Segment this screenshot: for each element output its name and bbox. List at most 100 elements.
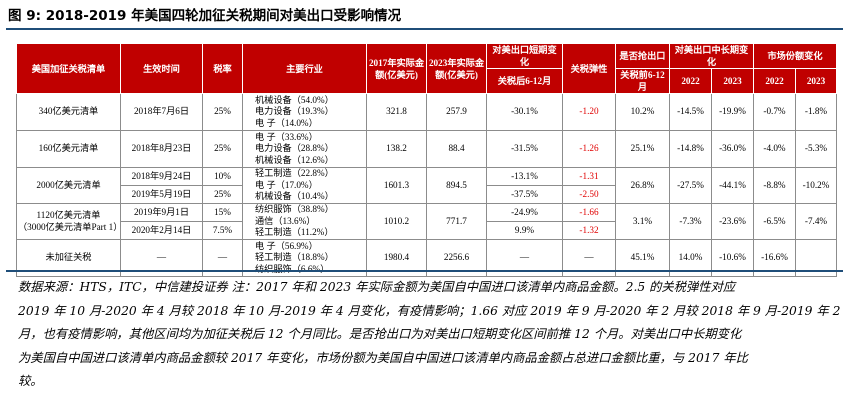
header-list: 美国加征关税清单: [16, 43, 121, 94]
industry-cell: 轻工制造（22.8%） 电 子（17.0%） 机械设备（10.4%）: [242, 167, 367, 204]
share-change-2023: -7.4%: [795, 203, 837, 240]
tariff-rate: 25%: [202, 93, 243, 131]
actual-2023: 771.7: [426, 203, 487, 240]
tariff-elasticity: -1.32: [562, 221, 616, 240]
header-short-term: 对美出口短期变化: [486, 43, 563, 69]
industry-item: 电 子（17.0%）: [255, 179, 318, 190]
list-name: 160亿美元清单: [16, 130, 121, 168]
header-mid-2022: 2022: [669, 68, 712, 94]
effective-date: 2020年2月14日: [120, 221, 203, 240]
tariff-elasticity: -1.66: [562, 203, 616, 222]
tariff-rate: 25%: [202, 185, 243, 204]
industry-cell: 电 子（33.6%） 电力设备（28.8%） 机械设备（12.6%）: [242, 130, 367, 168]
industry-item: 电 子（14.0%）: [255, 117, 318, 128]
mid-change-2023: -36.0%: [711, 130, 754, 168]
industry-item: 轻工制造（22.8%）: [255, 168, 334, 179]
front-loading: 25.1%: [615, 130, 670, 168]
list-name: 2000亿美元清单: [16, 167, 121, 204]
effective-date: 2019年9月1日: [120, 203, 203, 222]
short-term-change: -31.5%: [486, 130, 563, 168]
front-loading: 26.8%: [615, 167, 670, 204]
effective-date: 2018年9月24日: [120, 167, 203, 186]
notes-line: 2019 年 10 月-2020 年 4 月较 2018 年 10 月-2019…: [18, 303, 841, 318]
notes-line: 数据来源：HTS，ITC，中信建投证券 注：2017 年和 2023 年实际金额…: [18, 280, 736, 294]
short-term-change: -24.9%: [486, 203, 563, 222]
industry-item: 轻工制造（11.2%）: [255, 227, 334, 238]
share-change-2022: -6.5%: [753, 203, 796, 240]
actual-2017: 138.2: [366, 130, 427, 168]
table-row: 1120亿美元清单 （3000亿美元清单Part 1） 2019年9月1日 15…: [16, 203, 837, 240]
header-mid-2023: 2023: [711, 68, 754, 94]
tariff-elasticity: -1.20: [562, 93, 616, 131]
mid-change-2023: -19.9%: [711, 93, 754, 131]
share-change-2022: -0.7%: [753, 93, 796, 131]
tariff-rate: 10%: [202, 167, 243, 186]
header-front-loading: 是否抢出口: [615, 43, 670, 69]
table-row: 340亿美元清单 2018年7月6日 25% 机械设备（54.0%） 电力设备（…: [16, 93, 837, 131]
actual-2017: 1601.3: [366, 167, 427, 204]
header-actual-2017: 2017年实际金额(亿美元): [366, 43, 427, 94]
short-term-change: 9.9%: [486, 221, 563, 240]
header-share-2023: 2023: [795, 68, 837, 94]
table-bottom-divider: [6, 270, 843, 272]
industry-cell: 纺织服饰（38.8%） 通信（13.6%） 轻工制造（11.2%）: [242, 203, 367, 240]
list-name: 1120亿美元清单 （3000亿美元清单Part 1）: [16, 203, 122, 240]
actual-2023: 88.4: [426, 130, 487, 168]
header-share-2022: 2022: [753, 68, 796, 94]
tariff-elasticity: -1.31: [562, 167, 616, 186]
industry-item: 电力设备（28.8%）: [255, 143, 334, 154]
table-row: 160亿美元清单 2018年8月23日 25% 电 子（33.6%） 电力设备（…: [16, 130, 837, 168]
short-term-change: -13.1%: [486, 167, 563, 186]
table-row: 2000亿美元清单 2018年9月24日 10% 轻工制造（22.8%） 电 子…: [16, 167, 837, 204]
actual-2017: 1010.2: [366, 203, 427, 240]
actual-2023: 894.5: [426, 167, 487, 204]
header-short-sub: 关税后6-12月: [486, 68, 563, 94]
mid-change-2023: -44.1%: [711, 167, 754, 204]
industry-cell: 机械设备（54.0%） 电力设备（19.3%） 电 子（14.0%）: [242, 93, 367, 131]
industry-item: 电力设备（19.3%）: [255, 106, 334, 117]
share-change-2023: -1.8%: [795, 93, 837, 131]
notes-line: 为美国自中国进口该清单内商品金额较 2017 年变化，市场份额为美国自中国进口该…: [18, 350, 748, 365]
header-elasticity: 关税弹性: [562, 43, 616, 94]
industry-item: 电 子（56.9%）: [255, 240, 318, 251]
header-actual-2023: 2023年实际金额(亿美元): [426, 43, 487, 94]
tariff-elasticity: -2.50: [562, 185, 616, 204]
industry-item: 机械设备（12.6%）: [255, 154, 334, 165]
title-divider: [6, 28, 843, 30]
actual-2017: 321.8: [366, 93, 427, 131]
industry-item: 轻工制造（18.8%）: [255, 252, 334, 263]
front-loading: 10.2%: [615, 93, 670, 131]
mid-change-2022: -14.8%: [669, 130, 712, 168]
header-industry: 主要行业: [242, 43, 367, 94]
header-effective-date: 生效时间: [120, 43, 203, 94]
header-rate: 税率: [202, 43, 243, 94]
front-loading: 3.1%: [615, 203, 670, 240]
effective-date: 2019年5月19日: [120, 185, 203, 204]
short-term-change: -37.5%: [486, 185, 563, 204]
share-change-2022: -8.8%: [753, 167, 796, 204]
list-name-line: 1120亿美元清单: [36, 209, 101, 220]
mid-change-2023: -23.6%: [711, 203, 754, 240]
short-term-change: -30.1%: [486, 93, 563, 131]
source-notes: 数据来源：HTS，ITC，中信建投证券 注：2017 年和 2023 年实际金额…: [18, 276, 840, 394]
mid-change-2022: -27.5%: [669, 167, 712, 204]
tariff-impact-table: 美国加征关税清单 生效时间 税率 主要行业 2017年实际金额(亿美元) 202…: [16, 43, 837, 277]
notes-line: 较。: [18, 374, 43, 388]
industry-item: 通信（13.6%）: [255, 215, 316, 226]
notes-line: 月，也有疫情影响，其他区间均为加征关税后 12 个月同比。是否抢出口为对美出口短…: [18, 327, 742, 341]
effective-date: 2018年7月6日: [120, 93, 203, 131]
tariff-rate: 25%: [202, 130, 243, 168]
tariff-rate: 15%: [202, 203, 243, 222]
table-row: 2019年5月19日 25% -37.5% -2.50: [17, 185, 837, 204]
header-front-sub: 关税前6-12月: [615, 68, 670, 94]
tariff-rate: 7.5%: [202, 221, 243, 240]
share-change-2023: -10.2%: [795, 167, 837, 204]
effective-date: 2018年8月23日: [120, 130, 203, 168]
header-market-share: 市场份额变化: [753, 43, 837, 69]
table-row: 2020年2月14日 7.5% 9.9% -1.32: [17, 221, 837, 240]
industry-item: 机械设备（10.4%）: [255, 191, 334, 202]
list-name: 340亿美元清单: [16, 93, 121, 131]
industry-item: 纺织服饰（38.8%）: [255, 204, 334, 215]
industry-item: 纺织服饰（6.6%）: [255, 263, 330, 274]
mid-change-2022: -7.3%: [669, 203, 712, 240]
